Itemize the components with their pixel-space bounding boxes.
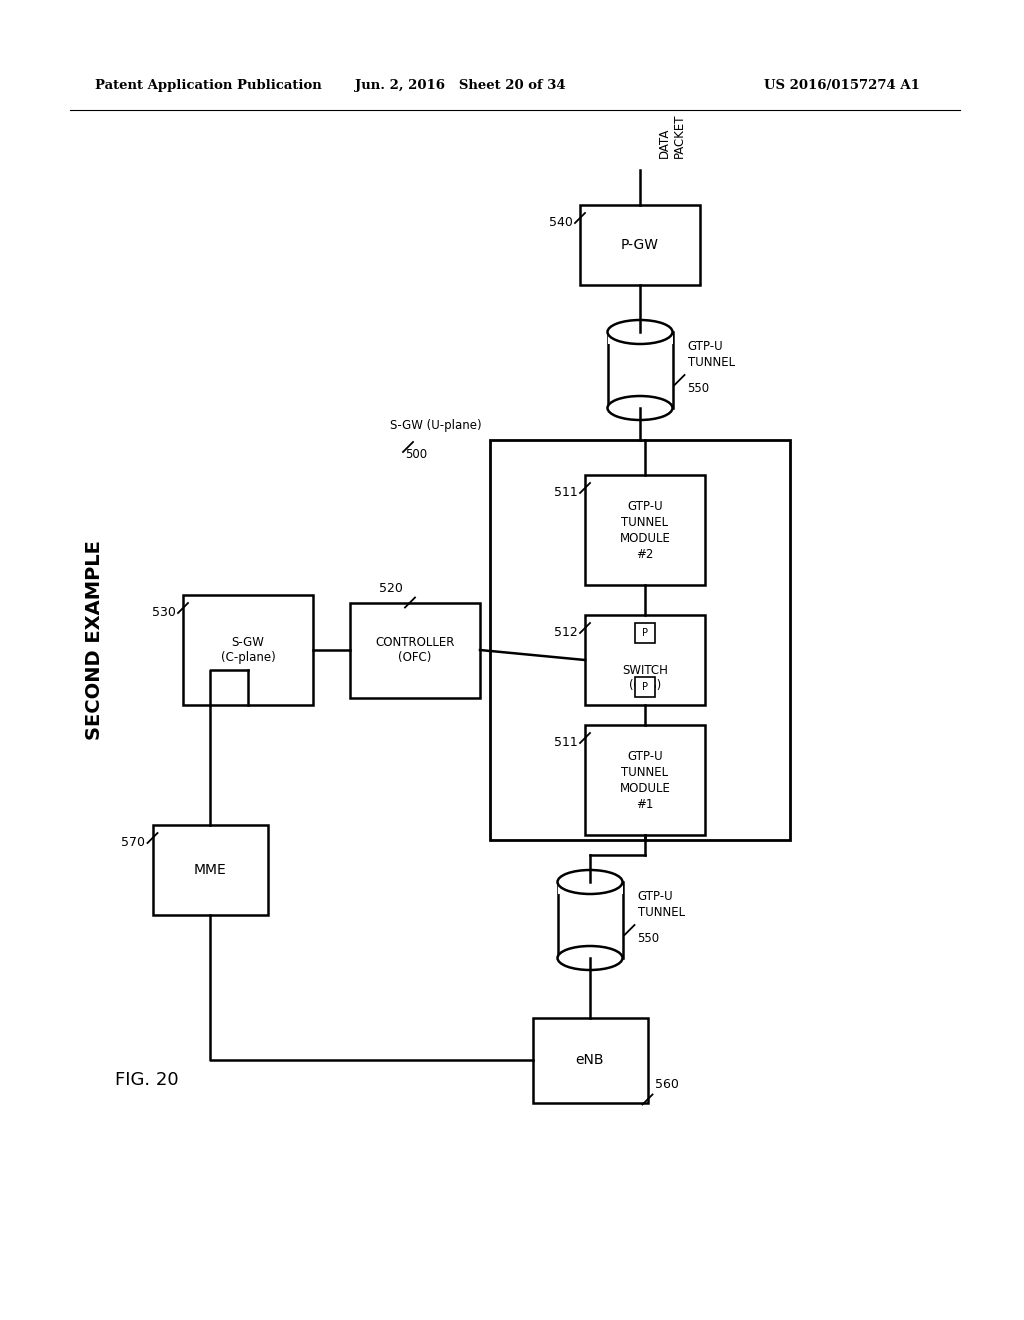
Bar: [585, 475, 705, 585]
Text: 511: 511: [554, 486, 578, 499]
Text: 540: 540: [549, 216, 573, 228]
Bar: [183, 595, 313, 705]
Text: eNB: eNB: [575, 1053, 604, 1067]
Bar: [557, 882, 623, 894]
Ellipse shape: [607, 396, 673, 420]
Text: S-GW
(C-plane): S-GW (C-plane): [220, 635, 275, 664]
Bar: [585, 725, 705, 836]
Text: 500: 500: [406, 447, 427, 461]
Ellipse shape: [557, 870, 623, 894]
Bar: [607, 333, 673, 345]
Text: GTP-U
TUNNEL: GTP-U TUNNEL: [687, 341, 734, 370]
Text: FIG. 20: FIG. 20: [115, 1071, 178, 1089]
Text: S-GW (U-plane): S-GW (U-plane): [390, 418, 481, 432]
Text: 550: 550: [687, 381, 710, 395]
Text: CONTROLLER
(OFC): CONTROLLER (OFC): [376, 635, 455, 664]
Bar: [532, 1018, 647, 1102]
Text: MME: MME: [194, 863, 226, 876]
Text: P: P: [642, 682, 648, 692]
Text: 511: 511: [554, 737, 578, 748]
Text: 560: 560: [654, 1078, 678, 1092]
Text: Patent Application Publication: Patent Application Publication: [95, 78, 322, 91]
Bar: [490, 440, 790, 840]
Text: P: P: [642, 628, 648, 638]
Text: GTP-U
TUNNEL: GTP-U TUNNEL: [638, 891, 685, 920]
Text: 550: 550: [638, 932, 659, 945]
Bar: [350, 602, 480, 697]
Bar: [580, 205, 700, 285]
Bar: [585, 615, 705, 705]
Text: 570: 570: [122, 836, 145, 849]
Bar: [635, 623, 655, 643]
Text: GTP-U
TUNNEL
MODULE
#2: GTP-U TUNNEL MODULE #2: [620, 499, 671, 561]
Text: Jun. 2, 2016   Sheet 20 of 34: Jun. 2, 2016 Sheet 20 of 34: [354, 78, 565, 91]
Ellipse shape: [607, 319, 673, 345]
Text: SECOND EXAMPLE: SECOND EXAMPLE: [85, 540, 104, 741]
Text: P-GW: P-GW: [621, 238, 659, 252]
Bar: [557, 882, 623, 958]
Bar: [153, 825, 267, 915]
Ellipse shape: [557, 946, 623, 970]
Text: 520: 520: [379, 582, 403, 594]
Text: SWITCH
(OFS): SWITCH (OFS): [622, 664, 668, 693]
Text: US 2016/0157274 A1: US 2016/0157274 A1: [764, 78, 920, 91]
Text: 530: 530: [153, 606, 176, 619]
Bar: [607, 333, 673, 408]
Text: 512: 512: [554, 626, 578, 639]
Bar: [635, 677, 655, 697]
Text: DATA
PACKET: DATA PACKET: [658, 114, 686, 158]
Text: GTP-U
TUNNEL
MODULE
#1: GTP-U TUNNEL MODULE #1: [620, 750, 671, 810]
